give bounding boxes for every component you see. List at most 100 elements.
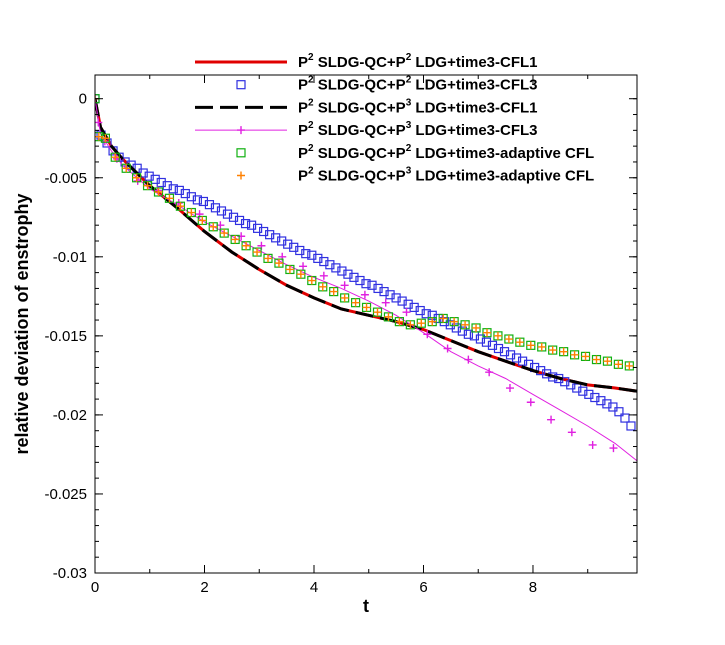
data-point (351, 298, 360, 307)
data-point (614, 407, 624, 417)
data-point (381, 298, 390, 307)
data-point (329, 287, 338, 296)
data-point (592, 355, 601, 364)
data-point (220, 229, 229, 238)
data-point (231, 235, 240, 244)
legend-label: P2 SLDG-QC+P2 LDG+time3-CFL1 (298, 52, 538, 71)
data-point (192, 195, 202, 205)
data-point (154, 187, 163, 196)
data-point (504, 335, 513, 344)
data-point (222, 209, 233, 219)
data-point (461, 320, 470, 329)
data-point (307, 276, 316, 285)
data-point (253, 223, 263, 233)
data-point (511, 353, 522, 363)
data-point (299, 262, 308, 271)
data-point (542, 369, 552, 379)
data-point (331, 263, 341, 273)
x-axis-title: t (363, 596, 369, 616)
data-point (505, 384, 514, 393)
data-point (210, 203, 221, 213)
data-point (493, 343, 504, 354)
data-point (547, 415, 556, 424)
data-point (319, 256, 329, 267)
data-point (475, 334, 486, 344)
data-point (242, 241, 251, 250)
data-point (240, 219, 251, 229)
data-point (318, 282, 327, 291)
data-point (132, 173, 141, 182)
data-point (373, 283, 383, 294)
data-point (608, 402, 618, 412)
data-point (493, 331, 502, 340)
data-point (162, 181, 172, 191)
data-point (360, 290, 369, 299)
data-point (603, 357, 612, 366)
data-point (395, 317, 404, 326)
legend-label: P2 SLDG-QC+P3 LDG+time3-CFL1 (298, 97, 538, 116)
data-point (397, 296, 407, 306)
data-point (253, 248, 262, 257)
data-point (602, 399, 612, 409)
y-axis-title: relative deviation of enstrophy (12, 193, 32, 454)
y-tick-label: -0.02 (53, 407, 87, 424)
data-point (373, 308, 382, 317)
data-point (313, 253, 323, 263)
data-point (265, 230, 275, 240)
data-point (156, 177, 166, 188)
data-point (234, 215, 245, 226)
data-point (228, 212, 239, 222)
data-point (296, 270, 305, 279)
legend: P2 SLDG-QC+P2 LDG+time3-CFL1 P2 SLDG-QC+P… (195, 52, 594, 185)
data-point (95, 118, 103, 127)
data-point (487, 340, 498, 350)
y-tick-label: -0.015 (44, 328, 87, 345)
plot-frame (94, 74, 638, 574)
data-point (340, 281, 349, 290)
y-tick-label: -0.025 (44, 486, 87, 503)
data-point (391, 293, 401, 303)
data-point (450, 317, 459, 326)
data-point (180, 188, 190, 199)
data-point (361, 279, 371, 289)
data-point (236, 80, 246, 90)
data-point (144, 171, 154, 181)
data-point (385, 290, 395, 300)
data-point (570, 350, 579, 359)
data-point (626, 421, 636, 431)
data-point (428, 317, 437, 326)
data-point (581, 352, 590, 361)
data-point (451, 323, 461, 333)
data-point (620, 413, 630, 423)
data-point (421, 309, 431, 319)
data-point (472, 323, 481, 332)
legend-item: P2 SLDG-QC+P3 LDG+time3-CFL3 (195, 120, 538, 139)
data-point (120, 157, 130, 167)
data-point (415, 305, 425, 316)
data-point (295, 245, 305, 256)
data-point (481, 337, 492, 347)
data-point (409, 302, 419, 312)
data-point (362, 303, 371, 312)
data-point (588, 440, 597, 449)
data-point (515, 338, 524, 347)
legend-label: P2 SLDG-QC+P2 LDG+time3-adaptive CFL (298, 143, 594, 162)
data-point (150, 174, 160, 184)
data-point (319, 271, 328, 280)
series-line (95, 98, 637, 393)
data-point (165, 194, 174, 203)
data-point (402, 308, 411, 317)
series-6 (95, 94, 634, 370)
data-point (264, 254, 273, 263)
legend-item: P2 SLDG-QC+P2 LDG+time3-CFL1 (195, 52, 538, 71)
data-point (355, 275, 365, 286)
data-point (584, 389, 594, 399)
legend-item: P2 SLDG-QC+P2 LDG+time3-adaptive CFL (236, 143, 594, 162)
data-point (560, 377, 570, 387)
y-tick-label: -0.03 (53, 565, 87, 582)
data-point (168, 184, 178, 194)
data-point (443, 344, 452, 353)
data-point (463, 329, 473, 339)
data-point (186, 192, 196, 202)
data-point (417, 319, 426, 328)
